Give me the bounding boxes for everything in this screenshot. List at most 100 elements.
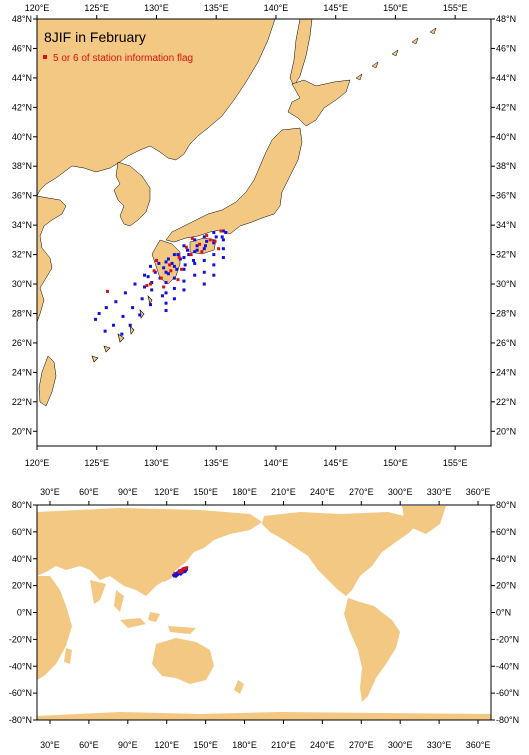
blue-point bbox=[162, 266, 166, 270]
y-tick-label-right: 46°N bbox=[496, 43, 516, 53]
map-title: 8JIF in February bbox=[44, 29, 146, 45]
legend-red-marker bbox=[43, 55, 47, 59]
y-tick-label-left: 20°N bbox=[12, 426, 32, 436]
y-tick-label-left: 32°N bbox=[12, 250, 32, 260]
x-tick-label: 135°E bbox=[204, 3, 229, 13]
red-point bbox=[177, 256, 181, 260]
blue-point bbox=[164, 281, 168, 285]
global-y-tick-label-left: 20°N bbox=[12, 581, 32, 591]
blue-point bbox=[164, 301, 168, 305]
global-red-point bbox=[178, 569, 181, 572]
x-tick-label: 135°E bbox=[204, 458, 229, 468]
blue-point bbox=[202, 270, 206, 274]
kuril-islands-land bbox=[355, 27, 437, 81]
red-point bbox=[217, 247, 221, 251]
blue-point bbox=[172, 276, 176, 280]
global-x-tick-label: 270°E bbox=[349, 740, 374, 750]
x-tick-label: 130°E bbox=[144, 3, 169, 13]
y-tick-label-left: 42°N bbox=[12, 102, 32, 112]
sakhalin-land bbox=[289, 19, 313, 87]
blue-point bbox=[182, 267, 186, 271]
global-axis-ticks: 30°E 30°E 60°E 60°E 90°E 90°E 120°E 120°E 150°E 1… bbox=[9, 487, 519, 750]
global-y-tick-label-right: 0°N bbox=[496, 608, 511, 618]
global-x-tick-label: 270°E bbox=[349, 487, 374, 497]
y-tick-label-left: 38°N bbox=[12, 161, 32, 171]
blue-point bbox=[143, 285, 147, 289]
global-y-tick-label-right: 40°N bbox=[496, 554, 516, 564]
y-tick-label-right: 48°N bbox=[496, 14, 516, 24]
india-land bbox=[90, 580, 106, 604]
new-zealand-land bbox=[234, 680, 244, 694]
blue-point bbox=[140, 297, 144, 301]
x-tick-label: 155°E bbox=[443, 458, 468, 468]
global-y-tick-label-left: -60°N bbox=[9, 688, 32, 698]
blue-point bbox=[160, 294, 164, 298]
global-x-tick-label: 120°E bbox=[154, 740, 179, 750]
blue-point bbox=[193, 273, 197, 277]
blue-point bbox=[149, 264, 152, 268]
x-tick-label: 155°E bbox=[443, 3, 468, 13]
blue-point bbox=[121, 314, 125, 318]
global-x-tick-label: 330°E bbox=[427, 487, 452, 497]
blue-point bbox=[195, 248, 199, 252]
blue-point bbox=[114, 300, 118, 304]
red-point bbox=[184, 245, 188, 249]
global-x-tick-label: 210°E bbox=[271, 487, 296, 497]
global-red-point bbox=[181, 569, 184, 572]
blue-point bbox=[172, 286, 176, 290]
y-tick-label-right: 20°N bbox=[496, 426, 516, 436]
red-point bbox=[154, 258, 158, 262]
global-observation-points bbox=[172, 566, 189, 578]
blue-point bbox=[164, 309, 168, 313]
southeast-asia-land bbox=[114, 590, 196, 634]
global-y-tick-label-right: -60°N bbox=[496, 688, 519, 698]
japan-land bbox=[160, 560, 176, 582]
global-blue-point bbox=[182, 570, 185, 573]
blue-point bbox=[120, 332, 124, 336]
x-tick-label: 140°E bbox=[264, 458, 289, 468]
blue-point bbox=[187, 253, 191, 257]
y-tick-label-right: 38°N bbox=[496, 161, 516, 171]
blue-point bbox=[143, 273, 147, 277]
x-tick-label: 145°E bbox=[323, 458, 348, 468]
y-tick-label-left: 24°N bbox=[12, 367, 32, 377]
eurasia-land bbox=[37, 508, 262, 596]
madagascar-land bbox=[64, 648, 72, 664]
blue-point bbox=[221, 229, 225, 233]
global-y-tick-label-right: -40°N bbox=[496, 661, 519, 671]
blue-point bbox=[172, 264, 176, 268]
blue-point bbox=[214, 235, 218, 239]
global-blue-point bbox=[183, 570, 186, 573]
blue-point bbox=[205, 239, 209, 243]
y-tick-label-right: 28°N bbox=[496, 308, 516, 318]
y-tick-label-left: 40°N bbox=[12, 132, 32, 142]
north-america-land bbox=[262, 512, 420, 596]
global-x-tick-label: 60°E bbox=[79, 487, 99, 497]
blue-point bbox=[123, 291, 127, 295]
global-x-tick-label: 90°E bbox=[118, 740, 138, 750]
blue-point bbox=[193, 261, 197, 265]
global-y-tick-label-left: -80°N bbox=[9, 715, 32, 725]
blue-point bbox=[164, 260, 168, 264]
global-x-tick-label: 360°E bbox=[466, 740, 491, 750]
blue-point bbox=[157, 261, 161, 265]
red-point bbox=[145, 284, 149, 288]
korea-land bbox=[113, 161, 151, 227]
regional-axis-ticks: 120°E 120°E 125°E 125°E 130°E 130°E 135°E 135°E… bbox=[12, 3, 516, 468]
x-tick-label: 125°E bbox=[84, 458, 109, 468]
blue-point bbox=[203, 244, 207, 248]
global-x-tick-label: 240°E bbox=[310, 487, 335, 497]
global-blue-point bbox=[176, 574, 179, 577]
blue-point bbox=[166, 272, 170, 276]
y-tick-label-left: 44°N bbox=[12, 73, 32, 83]
hokkaido-land bbox=[287, 79, 351, 127]
red-point bbox=[200, 250, 204, 254]
y-tick-label-left: 46°N bbox=[12, 43, 32, 53]
global-x-tick-label: 240°E bbox=[310, 740, 335, 750]
global-x-tick-label: 180°E bbox=[232, 740, 257, 750]
regional-land bbox=[37, 19, 437, 407]
y-tick-label-right: 44°N bbox=[496, 73, 516, 83]
blue-point bbox=[186, 248, 190, 252]
y-tick-label-right: 34°N bbox=[496, 220, 516, 230]
red-point bbox=[176, 278, 180, 282]
